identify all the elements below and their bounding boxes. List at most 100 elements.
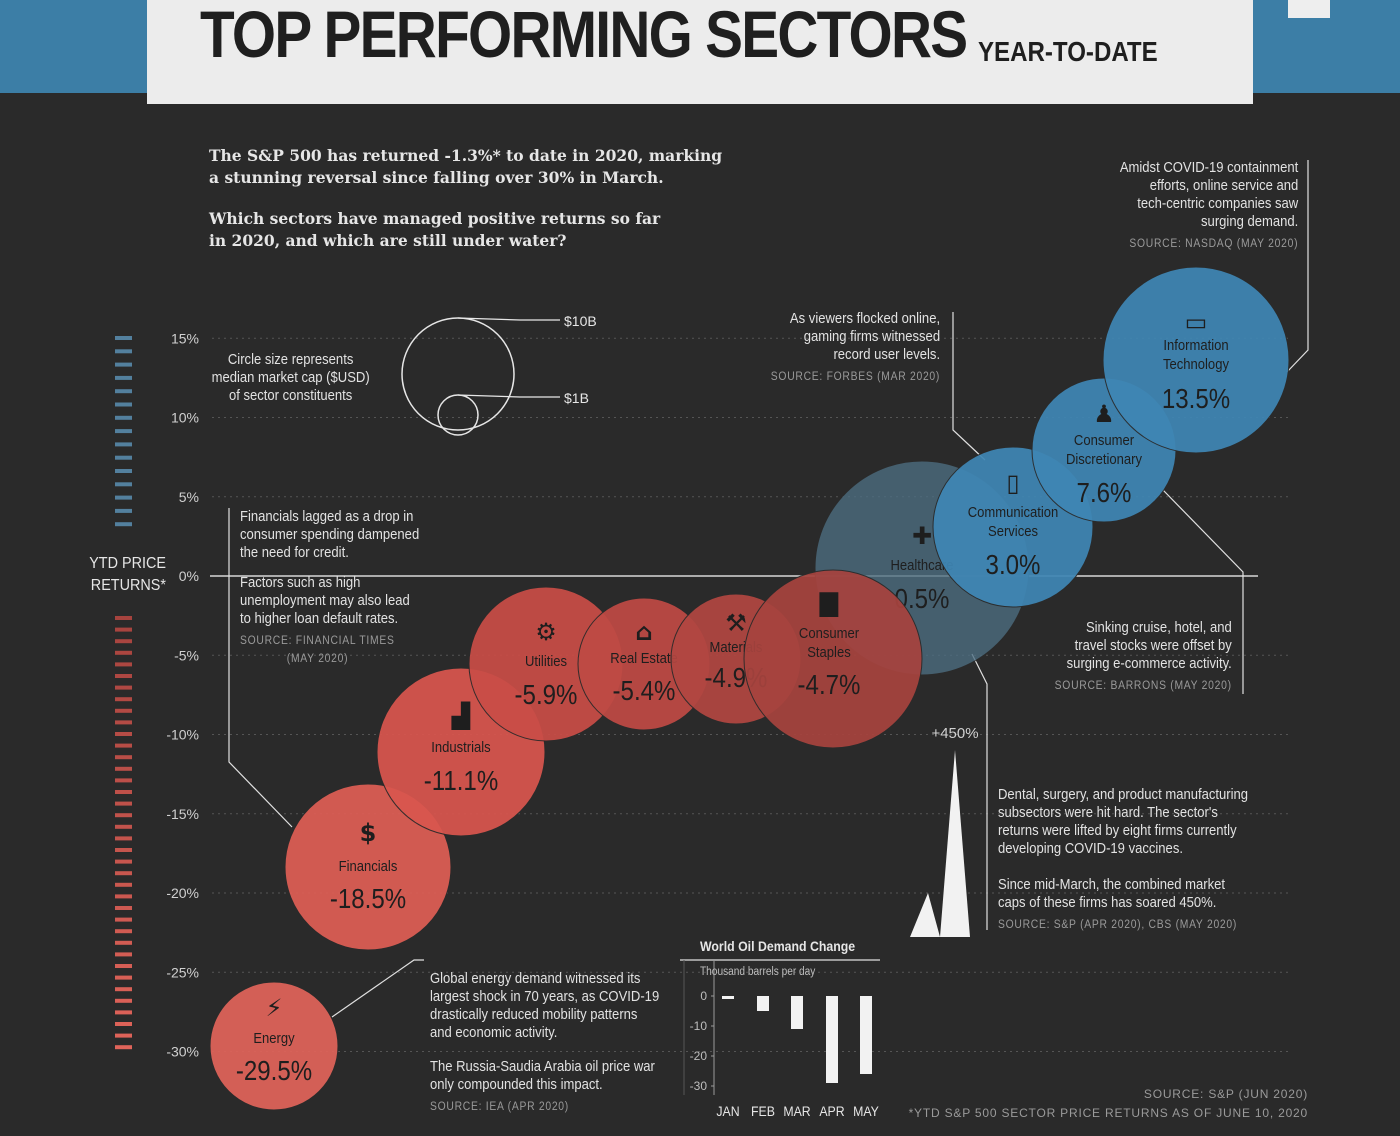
scale-dash	[115, 455, 132, 460]
y-tick-label: 0%	[179, 568, 199, 584]
annotation-it: Amidst COVID-19 containment efforts, onl…	[1120, 159, 1298, 253]
annotation-leader	[1286, 160, 1309, 373]
annotation-line: travel stocks were offset by	[1074, 638, 1232, 654]
axis-title: YTD PRICE RETURNS*	[80, 553, 166, 597]
scale-dash	[115, 415, 132, 420]
oil-bar	[826, 996, 838, 1083]
scale-dash	[115, 778, 132, 783]
scale-dash	[115, 929, 132, 934]
intro-line: in 2020, and which are still under water…	[209, 231, 567, 250]
scale-dash	[115, 1010, 132, 1015]
y-tick-label: -15%	[166, 806, 199, 822]
scale-dash	[115, 508, 132, 513]
scale-dash	[115, 429, 132, 434]
tools-icon: ⚒	[725, 609, 747, 637]
oil-tick-label: -10	[690, 1019, 708, 1033]
scale-dash	[115, 882, 132, 887]
sector-label: Consumer	[799, 625, 860, 641]
axis-title-line: RETURNS*	[90, 577, 166, 594]
footer-source: SOURCE: S&P (JUN 2020)	[1143, 1087, 1308, 1101]
scale-dash	[115, 801, 132, 806]
scale-dash	[115, 639, 132, 644]
annotation-line: surging demand.	[1200, 214, 1298, 230]
scale-dash	[115, 952, 132, 957]
y-tick-label: -25%	[166, 964, 199, 980]
sector-label: Real Estate	[610, 650, 678, 666]
share-icon[interactable]	[1286, 0, 1332, 20]
spacer	[998, 858, 1248, 876]
scale-dash	[115, 906, 132, 910]
annotation-line: Factors such as high	[240, 575, 361, 591]
legend-small-label: $1B	[564, 390, 589, 406]
annotation-line: surging e-commerce activity.	[1066, 656, 1232, 672]
oil-category-label: FEB	[751, 1103, 775, 1119]
bubble-circle	[209, 981, 339, 1111]
intro-text-2: Which sectors have managed positive retu…	[209, 208, 660, 252]
bubble-circle	[1102, 266, 1290, 454]
factory-icon: ▟	[451, 701, 471, 730]
legend-text: Circle size represents median market cap…	[212, 351, 370, 405]
annotation-source: SOURCE: FINANCIAL TIMES	[240, 635, 395, 647]
oil-category-label: APR	[819, 1103, 844, 1119]
annotation-line: and economic activity.	[430, 1025, 558, 1041]
sector-label: Services	[988, 523, 1038, 539]
sector-label: Energy	[253, 1030, 294, 1046]
annotation-leader	[952, 312, 986, 461]
annotation-cruise: Sinking cruise, hotel, and travel stocks…	[1055, 619, 1232, 695]
annotation-line: gaming firms witnessed	[803, 329, 940, 345]
scale-dash	[115, 755, 132, 760]
y-tick-label: -10%	[166, 727, 199, 743]
annotation-line: returns were lifted by eight firms curre…	[998, 823, 1237, 839]
scale-dash	[115, 790, 132, 794]
scale-dash	[115, 743, 132, 748]
title-card	[147, 0, 1253, 104]
sector-value: 3.0%	[986, 548, 1041, 580]
legend-line: of sector constituents	[229, 388, 353, 404]
axis-title-line: YTD PRICE	[89, 555, 166, 572]
annotation-line: tech-centric companies saw	[1136, 196, 1298, 212]
medical-cross-icon: ✚	[912, 522, 932, 550]
bubble-circle	[284, 783, 452, 951]
sector-value: -4.7%	[798, 668, 861, 700]
oil-bar	[791, 996, 803, 1029]
annotation-line: only compounded this impact.	[430, 1077, 603, 1093]
spike-label: +450%	[931, 725, 978, 742]
sector-label: Information	[1163, 337, 1228, 353]
annotation-line: consumer spending dampened	[240, 527, 420, 543]
bubble-utilities: ⚙ Utilities -5.9%	[468, 586, 624, 742]
annotation-line: to higher loan default rates.	[240, 611, 399, 627]
scale-dash	[115, 766, 132, 771]
sector-label: Communication	[968, 504, 1059, 520]
annotation-line: developing COVID-19 vaccines.	[998, 841, 1183, 857]
bubble-information-technology: ▭Information Technology 13.5%	[1102, 266, 1290, 454]
annotation-line: caps of these firms has soared 450%.	[998, 895, 1217, 911]
scale-dash	[115, 650, 132, 655]
scale-dash	[115, 964, 132, 968]
oil-tick-label: -30	[690, 1079, 708, 1093]
scale-dash	[115, 871, 132, 876]
scale-dash	[115, 813, 132, 818]
annotation-line: Amidst COVID-19 containment	[1119, 160, 1298, 176]
annotation-source: SOURCE: NASDAQ (MAY 2020)	[1129, 238, 1298, 250]
annotation-line: As viewers flocked online,	[789, 311, 940, 327]
sector-label: Financials	[339, 858, 398, 874]
scale-dash	[115, 975, 132, 980]
sector-value: -5.9%	[515, 678, 578, 710]
y-tick-label: 10%	[171, 410, 199, 426]
annotation-leader	[331, 959, 424, 1018]
annotation-line: Dental, surgery, and product manufacturi…	[998, 787, 1249, 803]
lightning-icon: ⚡	[266, 994, 283, 1022]
scale-dash	[115, 375, 132, 380]
spacer	[430, 1042, 659, 1058]
oil-category-label: MAR	[783, 1103, 810, 1119]
oil-category-label: MAY	[853, 1103, 879, 1119]
annotation-healthcare: Dental, surgery, and product manufacturi…	[998, 786, 1248, 934]
bubble-consumer-staples: ▇ Consumer Staples -4.7%	[743, 569, 923, 749]
scale-dash	[115, 848, 132, 852]
annotation-line: unemployment may also lead	[240, 593, 410, 609]
intro-line: The S&P 500 has returned -1.3%* to date …	[209, 146, 723, 165]
legend-line: median market cap ($USD)	[211, 370, 370, 386]
sector-label: Technology	[1163, 356, 1229, 372]
scale-dash	[115, 402, 132, 407]
scale-dash	[115, 998, 132, 1003]
